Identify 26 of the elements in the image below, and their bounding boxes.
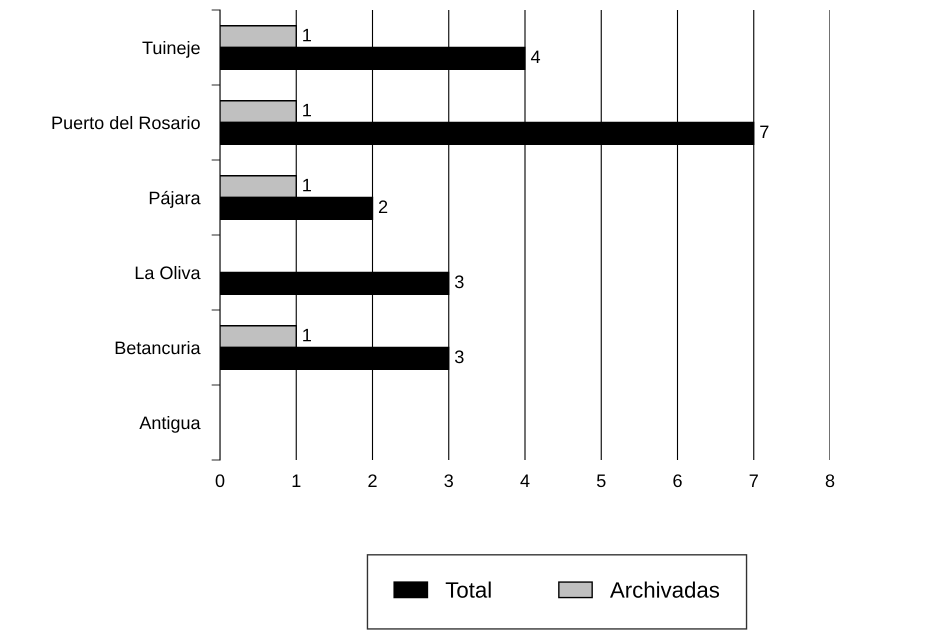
- x-tick-label: 1: [292, 474, 300, 487]
- y-tick-label: Antigua: [139, 416, 201, 433]
- y-tick-label: Puerto del Rosario: [52, 116, 200, 130]
- x-tick-label: 4: [520, 474, 530, 487]
- data-label: 1: [303, 328, 311, 342]
- data-label: 3: [454, 275, 464, 288]
- x-tick-label: 2: [368, 474, 377, 487]
- legend-label: Total: [446, 582, 491, 598]
- x-tick-label: 0: [216, 474, 224, 488]
- legend-label: Archivadas: [610, 582, 720, 598]
- y-tick-label: Betancuria: [116, 340, 201, 354]
- data-label: 4: [530, 50, 540, 64]
- data-label: 1: [303, 178, 311, 192]
- x-tick-label: 5: [596, 474, 606, 488]
- data-label: 1: [303, 28, 311, 42]
- x-tick-label: 6: [673, 474, 682, 488]
- x-tick-label: 8: [826, 474, 834, 488]
- y-tick-label: Pájara: [150, 190, 201, 208]
- data-label: 7: [760, 126, 768, 138]
- data-label: 3: [454, 350, 464, 364]
- y-tick-label: La Oliva: [136, 266, 201, 280]
- x-tick-label: 3: [444, 474, 453, 488]
- x-tick-label: 7: [750, 474, 758, 487]
- y-tick-label: Tuineje: [142, 40, 200, 58]
- data-label: 2: [378, 200, 388, 214]
- data-label: 1: [303, 104, 311, 116]
